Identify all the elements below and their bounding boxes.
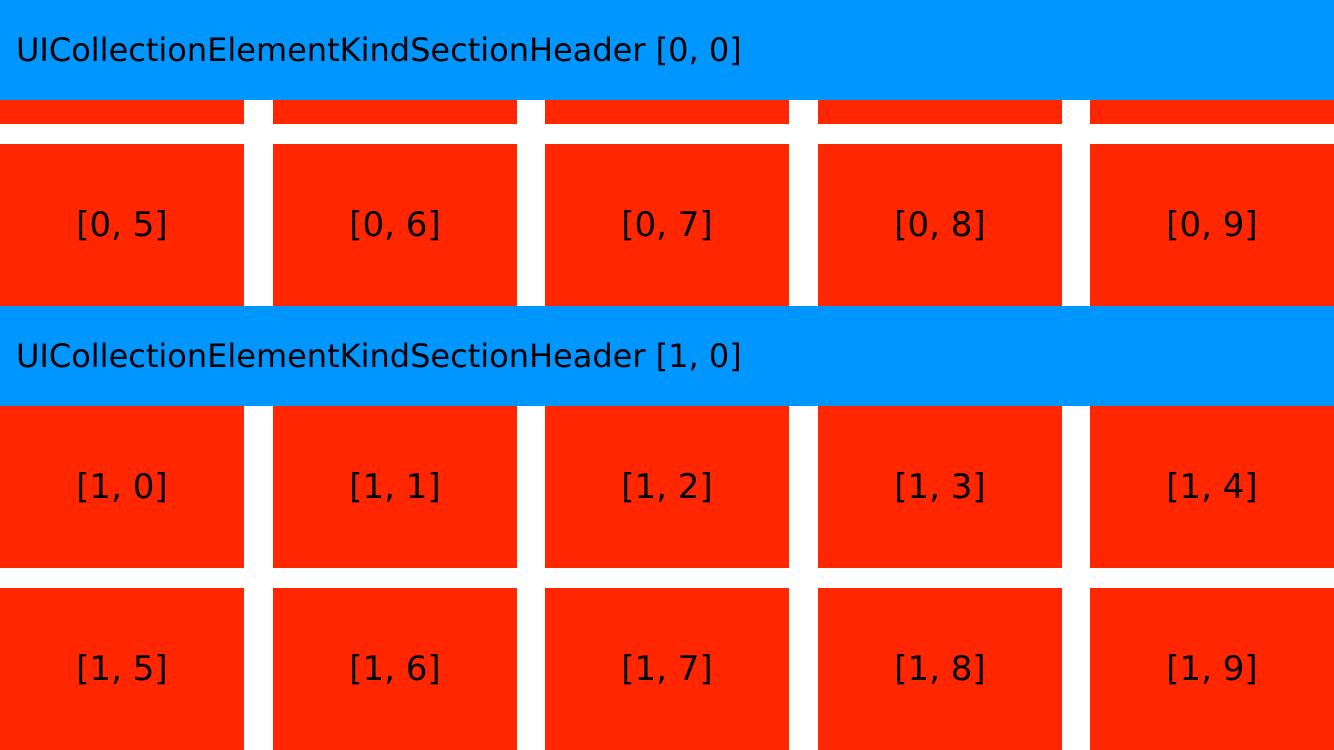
collection-cell[interactable]: [1, 7] <box>545 588 789 750</box>
collection-cell[interactable]: [1, 1] <box>273 406 517 568</box>
collection-cell[interactable]: [1, 8] <box>818 588 1062 750</box>
cell-label: [1, 0] <box>76 467 168 507</box>
cell-label: [0, 6] <box>349 205 441 245</box>
section-header-title: UICollectionElementKindSectionHeader [1,… <box>16 337 742 375</box>
collection-cell[interactable]: [1, 4] <box>1090 406 1334 568</box>
cell-label: [1, 8] <box>894 649 986 689</box>
collection-cell[interactable]: [1, 6] <box>273 588 517 750</box>
section-header: UICollectionElementKindSectionHeader [0,… <box>0 0 1334 100</box>
section-header: UICollectionElementKindSectionHeader [1,… <box>0 306 1334 406</box>
collection-cell[interactable]: [0, 9] <box>1090 144 1334 306</box>
collection-cell[interactable]: [0, 8] <box>818 144 1062 306</box>
cell-label: [1, 1] <box>349 467 441 507</box>
cell-label: [1, 2] <box>621 467 713 507</box>
cell-label: [1, 6] <box>349 649 441 689</box>
collection-cell[interactable]: [1, 3] <box>818 406 1062 568</box>
cell-label: [1, 4] <box>1166 467 1258 507</box>
cell-label: [1, 7] <box>621 649 713 689</box>
section-header-title: UICollectionElementKindSectionHeader [0,… <box>16 31 742 69</box>
cell-label: [1, 5] <box>76 649 168 689</box>
collection-cell[interactable]: [0, 6] <box>273 144 517 306</box>
cell-label: [0, 7] <box>621 205 713 245</box>
cell-label: [0, 5] <box>76 205 168 245</box>
collection-cell[interactable]: [1, 9] <box>1090 588 1334 750</box>
cell-label: [0, 9] <box>1166 205 1258 245</box>
cell-label: [1, 9] <box>1166 649 1258 689</box>
collection-cell[interactable]: [1, 0] <box>0 406 244 568</box>
collection-cell[interactable]: [0, 5] <box>0 144 244 306</box>
collection-cell[interactable]: [1, 5] <box>0 588 244 750</box>
cell-label: [1, 3] <box>894 467 986 507</box>
cell-label: [0, 8] <box>894 205 986 245</box>
collection-cell[interactable]: [1, 2] <box>545 406 789 568</box>
collection-cell[interactable]: [0, 7] <box>545 144 789 306</box>
